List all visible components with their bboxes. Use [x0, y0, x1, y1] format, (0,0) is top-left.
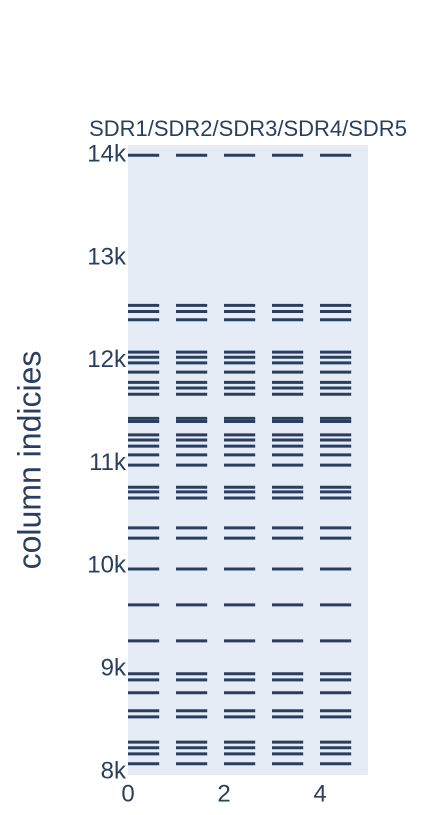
y-tick-label: 12k — [87, 346, 127, 373]
y-tick-label: 9k — [101, 654, 127, 681]
plot-area — [128, 145, 368, 775]
y-axis-title: column indicies — [11, 351, 47, 570]
y-tick-label: 13k — [87, 243, 127, 270]
y-tick-label: 8k — [101, 757, 127, 784]
x-tick-label: 0 — [121, 780, 134, 807]
y-tick-label: 11k — [89, 449, 127, 476]
x-tick-label: 2 — [217, 780, 230, 807]
y-tick-label: 14k — [87, 141, 127, 168]
chart-title: SDR1/SDR2/SDR3/SDR4/SDR5 — [89, 116, 407, 141]
y-tick-label: 10k — [87, 552, 127, 579]
x-tick-label: 4 — [313, 780, 326, 807]
